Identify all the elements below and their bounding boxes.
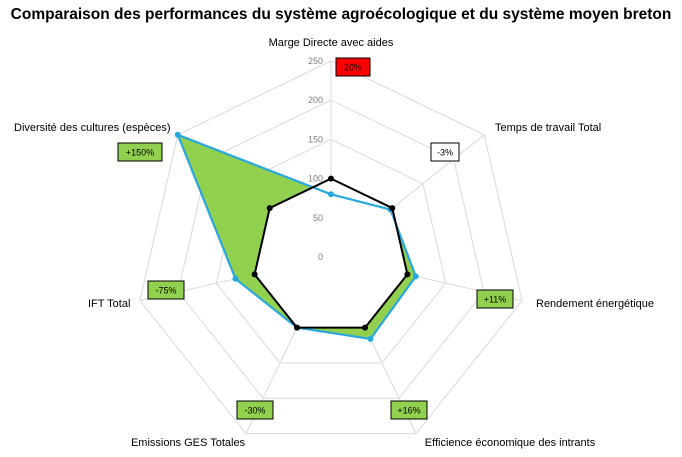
tick-label: 250 (308, 56, 323, 66)
axis-label: Rendement énergétique (536, 298, 654, 310)
badge-box (335, 57, 371, 77)
tick-label: 100 (308, 174, 323, 184)
data-point-agro (328, 191, 334, 198)
badge-box (476, 289, 514, 309)
badge-label: -30% (244, 406, 265, 416)
data-point-reference (404, 271, 411, 278)
data-point-agro (412, 273, 419, 280)
data-point-reference (362, 324, 368, 331)
badge-label: -75% (155, 286, 176, 296)
badge-label: -3% (437, 148, 453, 158)
gridline (139, 60, 523, 435)
data-point-reference (389, 205, 396, 212)
tick-label: 150 (308, 134, 323, 144)
data-point-reference (294, 324, 300, 331)
axis-label: Marge Directe avec aides (269, 37, 394, 49)
badge-box (117, 142, 163, 162)
tick-label: 50 (313, 213, 323, 223)
badge-label: 20% (344, 63, 362, 73)
axis-label: Temps de travail Total (495, 122, 601, 134)
data-point-reference (266, 205, 273, 212)
badge-label: +11% (484, 295, 507, 305)
badge-box (430, 142, 460, 162)
data-point-agro (232, 275, 239, 282)
badge-box (236, 400, 274, 420)
data-point-agro (174, 131, 181, 138)
tick-label: 0 (318, 252, 323, 262)
badge-label: +150% (126, 148, 154, 158)
axis-label: Efficience économique des intrants (425, 437, 596, 449)
tick-label: 200 (308, 95, 323, 105)
reference-interior (254, 178, 408, 328)
chart-title: Comparaison des performances du système … (10, 6, 672, 23)
badge-box (390, 400, 428, 420)
badge-box (147, 280, 185, 300)
data-point-agro (367, 335, 374, 342)
badge-label: +16% (397, 406, 420, 416)
data-point-reference (328, 175, 334, 182)
data-point-reference (251, 271, 258, 278)
axis-label: Diversité des cultures (espèces) (14, 122, 171, 134)
axis-label: IFT Total (88, 298, 130, 310)
series-line-reference (253, 177, 409, 329)
axis-label: Emissions GES Totales (131, 437, 246, 449)
